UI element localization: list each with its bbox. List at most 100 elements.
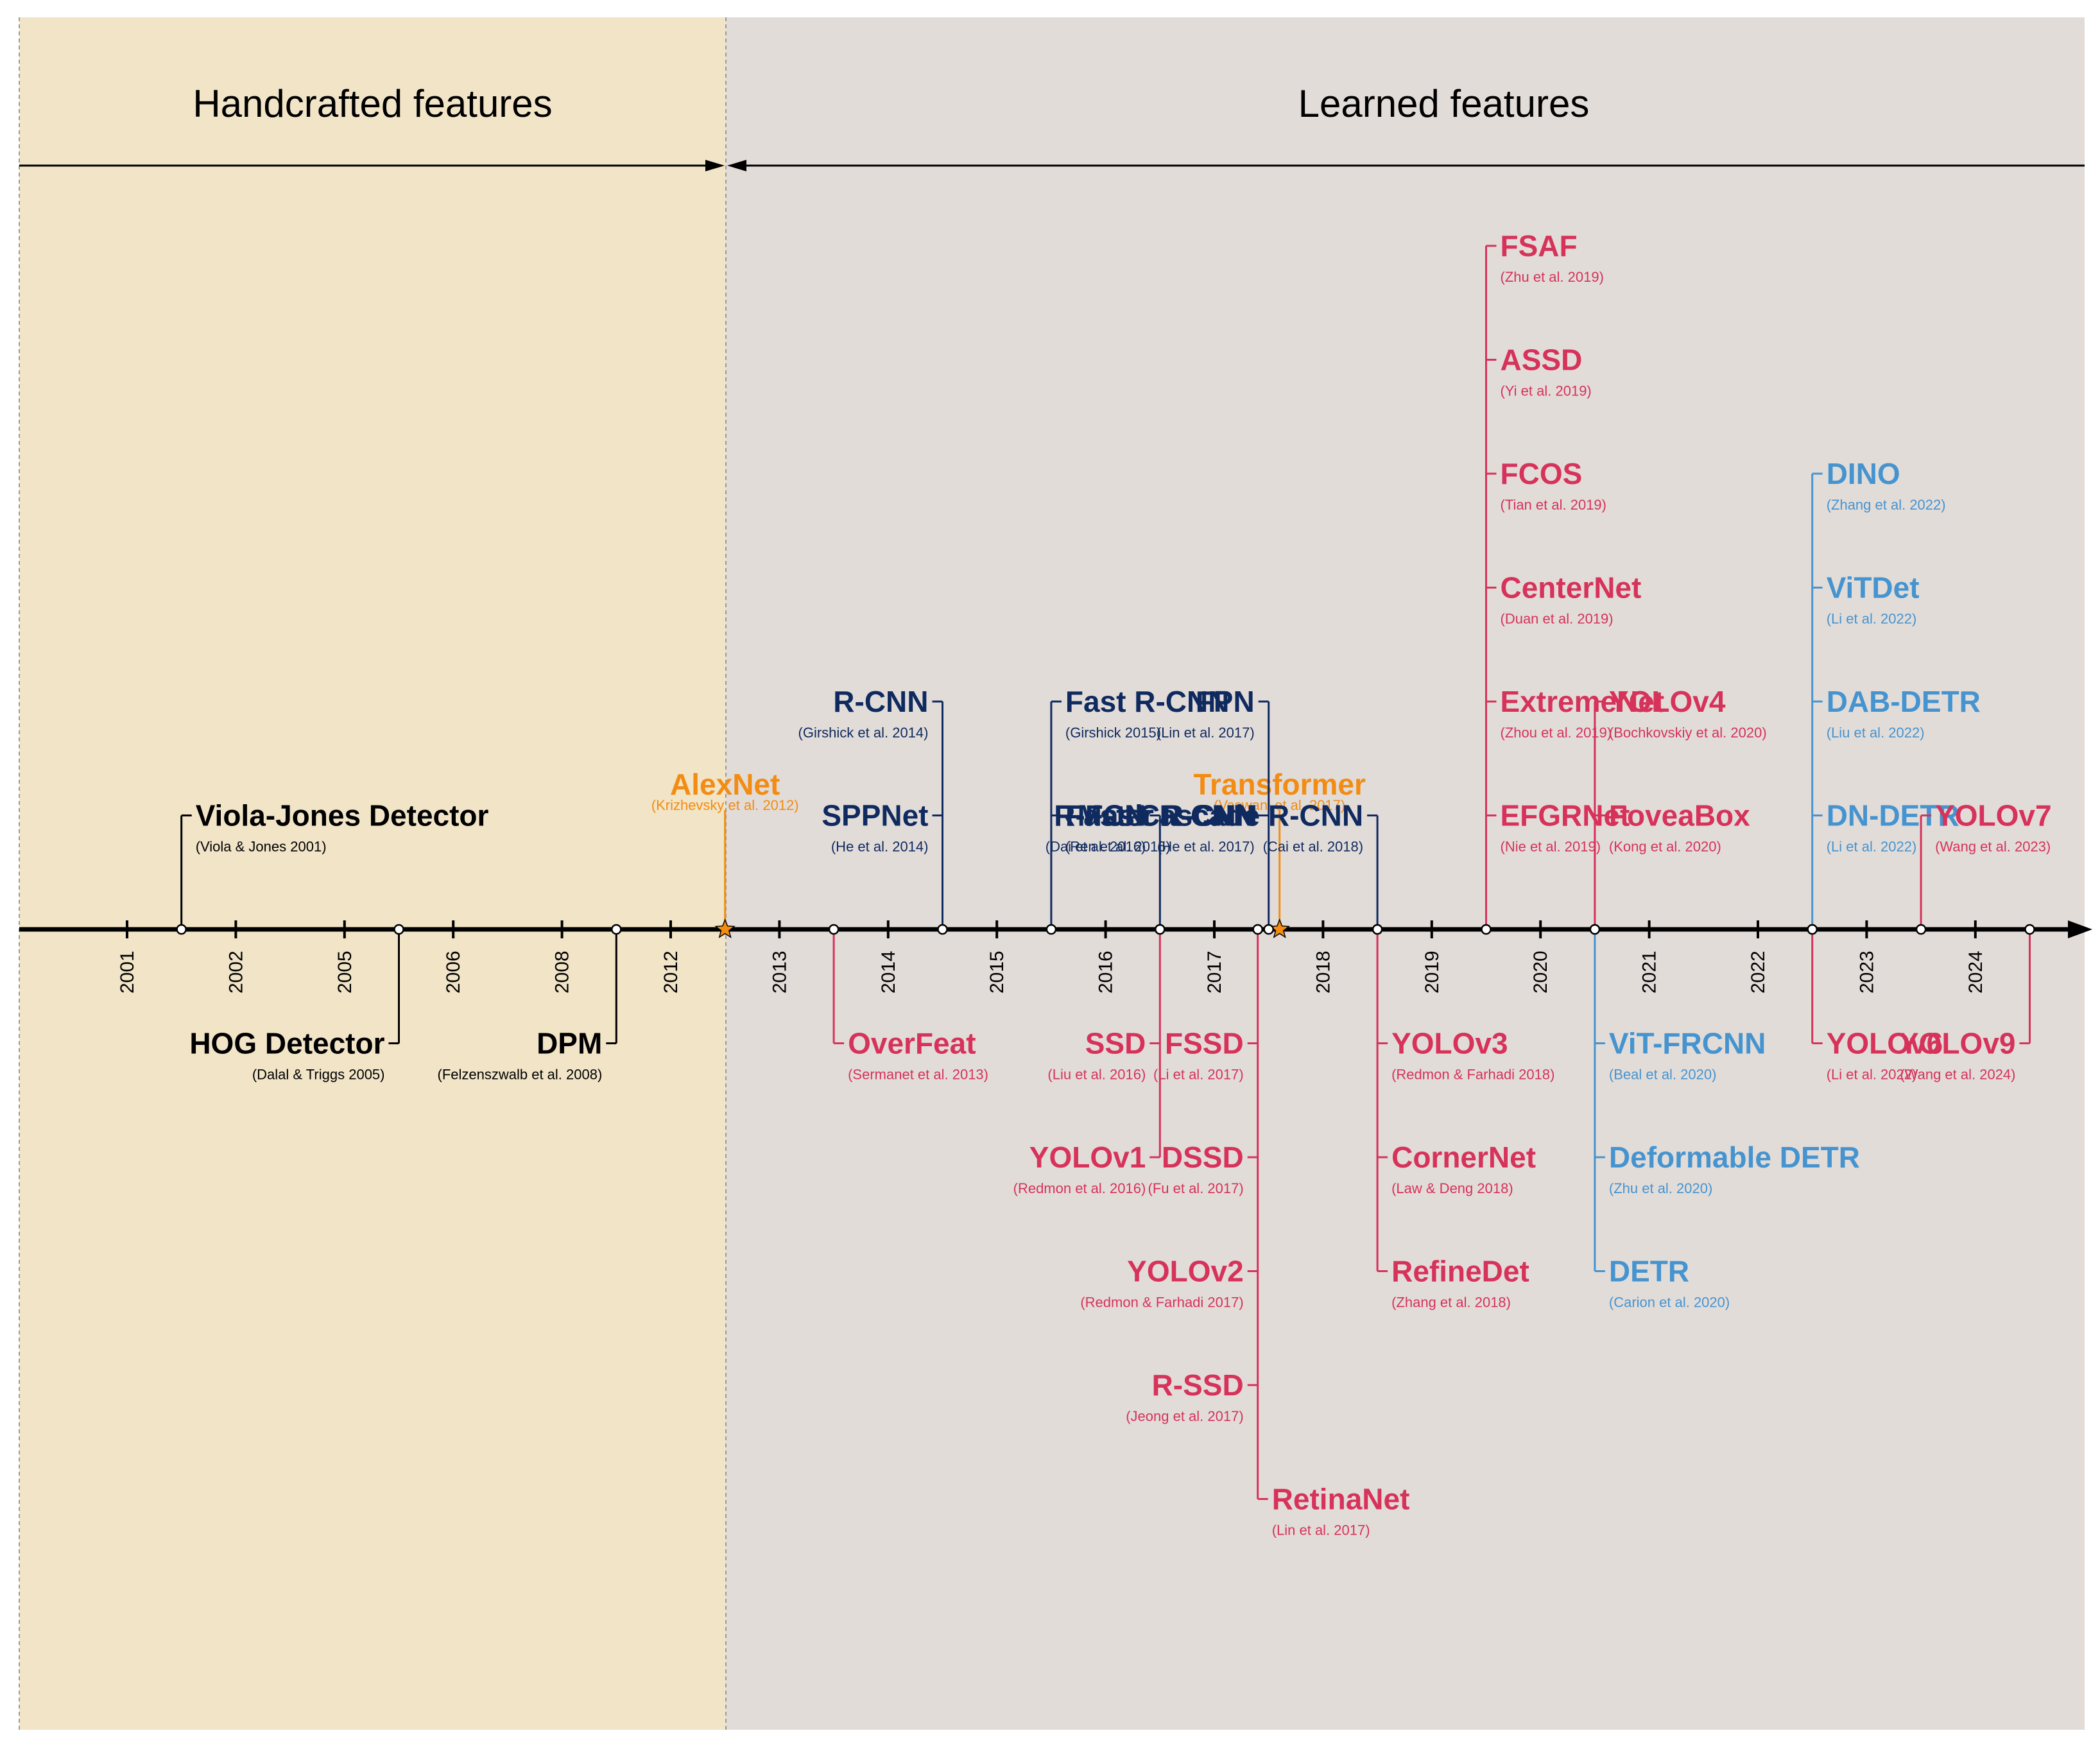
detector-name-efgrnet: EFGRNet — [1501, 799, 1630, 832]
learned-arrowhead — [727, 160, 746, 171]
detector-name-r-cnn: R-CNN — [833, 685, 928, 718]
year-tick-label: 2014 — [878, 951, 899, 994]
detector-citation: (Sermanet et al. 2013) — [848, 1067, 988, 1083]
detector-citation: (Tian et al. 2019) — [1501, 497, 1607, 513]
detector-citation: (Yi et al. 2019) — [1501, 383, 1592, 399]
detector-name-vitdet: ViTDet — [1827, 571, 1920, 605]
detector-name-dpm: DPM — [537, 1027, 602, 1060]
detector-group: OverFeat (Sermanet et al. 2013) — [828, 924, 988, 1083]
year-tick-label: 2020 — [1530, 951, 1551, 994]
detector-citation: (Redmon & Farhadi 2017) — [1080, 1295, 1243, 1311]
detector-group: Viola-Jones Detector (Viola & Jones 2001) — [176, 799, 489, 935]
detector-citation: (Li et al. 2022) — [1827, 611, 1917, 627]
detector-citation: (Viola & Jones 2001) — [196, 839, 327, 855]
milestone-citation: (Vaswani et al. 2017) — [1214, 797, 1345, 813]
event-dot-icon — [937, 924, 948, 935]
detector-citation: (Zhu et al. 2019) — [1501, 269, 1604, 285]
detector-name-retinanet: RetinaNet — [1272, 1483, 1410, 1516]
detector-name-r-ssd: R-SSD — [1152, 1368, 1244, 1402]
detector-group: Mask R-CNN (He et al. 2017) FPN (Lin et al.… — [1078, 685, 1274, 935]
detector-citation: (Liu et al. 2022) — [1827, 725, 1925, 741]
detector-name-fcos: FCOS — [1501, 457, 1583, 490]
milestone-name: Transformer — [1193, 768, 1366, 801]
detector-group: YOLOv6 (Li et al. 2022) — [1807, 924, 1943, 1083]
detector-name-fpn: FPN — [1196, 685, 1255, 718]
detector-citation: (He et al. 2017) — [1157, 839, 1255, 855]
learned-era-background — [726, 17, 2085, 1730]
milestone-alexnet: AlexNet(Krizhevsky et al. 2012) — [651, 768, 799, 938]
detector-name-yolov4: YOLOv4 — [1609, 685, 1726, 718]
year-tick-label: 2002 — [225, 951, 246, 994]
detector-citation: (Ren et al. 2015) — [1065, 839, 1171, 855]
detector-citation: (Jeong et al. 2017) — [1126, 1408, 1243, 1424]
detector-name-r-fcn: R-FCN — [1054, 799, 1146, 832]
detector-name-fssd: FSSD — [1165, 1027, 1244, 1060]
detector-citation: (Nie et al. 2019) — [1501, 839, 1601, 855]
event-dot-icon — [1915, 924, 1927, 935]
detector-citation: (Carion et al. 2020) — [1609, 1295, 1730, 1311]
learned-era-title: Learned features — [1298, 82, 1590, 125]
detector-name-yolov3: YOLOv3 — [1391, 1027, 1508, 1060]
event-dot-icon — [2024, 924, 2035, 935]
detector-citation: (He et al. 2014) — [831, 839, 929, 855]
detector-name-dssd: DSSD — [1162, 1141, 1244, 1174]
year-tick-label: 2005 — [334, 951, 356, 994]
event-dot-icon — [1589, 924, 1601, 935]
detector-citation: (Cai et al. 2018) — [1263, 839, 1364, 855]
detector-group: YOLOv9 (Wang et al. 2024) — [1899, 924, 2035, 1083]
detector-name-yolov7: YOLOv7 — [1935, 799, 2052, 832]
year-tick-label: 2021 — [1639, 951, 1660, 994]
detector-name-viola-jones-detector: Viola-Jones Detector — [196, 799, 489, 832]
detector-name-dn-detr: DN-DETR — [1827, 799, 1959, 832]
detector-citation: (Girshick 2015) — [1065, 725, 1161, 741]
year-tick-label: 2019 — [1422, 951, 1443, 994]
event-dot-icon — [1807, 924, 1818, 935]
year-tick-label: 2018 — [1312, 951, 1334, 994]
detector-citation: (Li et al. 2022) — [1827, 1067, 1917, 1083]
detector-citation: (Wang et al. 2023) — [1935, 839, 2051, 855]
detector-name-faster-r-cnn: Faster R-CNN — [1065, 799, 1257, 832]
detector-name-dab-detr: DAB-DETR — [1827, 685, 1981, 718]
detector-citation: (Li et al. 2022) — [1827, 839, 1917, 855]
detector-name-yolov9: YOLOv9 — [1899, 1027, 2016, 1060]
detector-name-extremenet: ExtremeNet — [1501, 685, 1665, 718]
detector-citation: (Lin et al. 2017) — [1272, 1522, 1370, 1538]
detector-group: DN-DETR (Li et al. 2022) DAB-DETR (Liu et a… — [1807, 457, 1981, 935]
detector-name-deformable-detr: Deformable DETR — [1609, 1141, 1860, 1174]
event-dot-icon — [1252, 924, 1263, 935]
detector-name-fsaf: FSAF — [1501, 229, 1578, 263]
year-tick-label: 2017 — [1204, 951, 1225, 994]
event-dot-icon — [1155, 924, 1166, 935]
detector-name-refinedet: RefineDet — [1391, 1255, 1529, 1288]
detector-name-yolov1: YOLOv1 — [1029, 1141, 1146, 1174]
event-dot-icon — [1481, 924, 1492, 935]
detector-name-assd: ASSD — [1501, 343, 1583, 377]
year-tick-label: 2013 — [769, 951, 790, 994]
year-tick-label: 2006 — [443, 951, 464, 994]
event-dot-icon — [393, 924, 404, 935]
detector-citation: (Wang et al. 2024) — [1900, 1067, 2015, 1083]
detector-name-centernet: CenterNet — [1501, 571, 1642, 605]
year-tick-label: 2023 — [1856, 951, 1877, 994]
event-dot-icon — [611, 924, 622, 935]
detector-group: ViT-FRCNN (Beal et al. 2020) Deformable DE… — [1589, 924, 1860, 1311]
detector-name-ssd: SSD — [1085, 1027, 1146, 1060]
detector-citation: (Dalal & Triggs 2005) — [252, 1067, 385, 1083]
detector-group: HOG Detector (Dalal & Triggs 2005) — [189, 924, 404, 1083]
milestone-name: AlexNet — [670, 768, 780, 801]
event-dot-icon — [828, 924, 839, 935]
handcrafted-era-title: Handcrafted features — [193, 82, 552, 125]
detector-group: YOLOv7 (Wang et al. 2023) — [1915, 799, 2052, 935]
detector-citation: (Felzenszwalb et al. 2008) — [438, 1067, 603, 1083]
year-tick-label: 2022 — [1748, 951, 1769, 994]
event-dot-icon — [1372, 924, 1383, 935]
detector-name-overfeat: OverFeat — [848, 1027, 976, 1060]
detector-name-mask-r-cnn: Mask R-CNN — [1078, 799, 1255, 832]
detector-name-yolov2: YOLOv2 — [1127, 1255, 1244, 1288]
detector-name-foveabox: FoveaBox — [1609, 799, 1750, 832]
detector-group: YOLOv3 (Redmon & Farhadi 2018) CornerNet (L… — [1372, 924, 1554, 1311]
detector-name-vit-frcnn: ViT-FRCNN — [1609, 1027, 1766, 1060]
detector-group: SPPNet (He et al. 2014) R-CNN (Girshick et … — [798, 685, 948, 935]
detector-group: DPM (Felzenszwalb et al. 2008) — [438, 924, 622, 1083]
